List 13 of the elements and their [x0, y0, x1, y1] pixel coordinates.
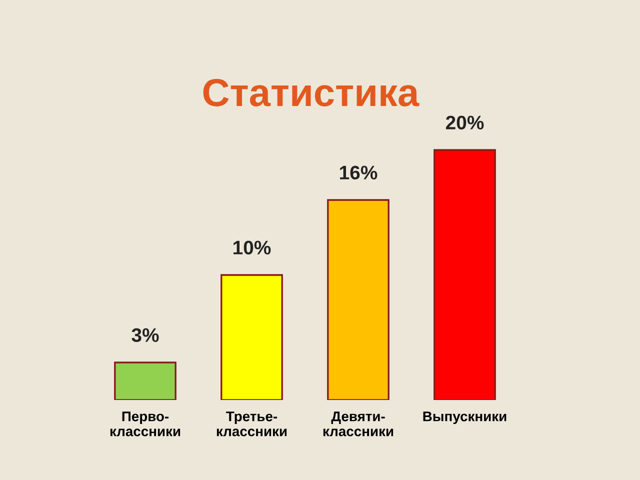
x-tick-label: Перво- классники — [110, 412, 180, 436]
bar — [434, 149, 496, 400]
data-label: 20% — [446, 116, 484, 130]
chart-title: Статистика — [203, 78, 420, 106]
bar — [220, 274, 283, 400]
data-label: 16% — [340, 166, 378, 180]
bar — [327, 199, 390, 400]
data-label: 3% — [132, 328, 159, 342]
data-label: 10% — [234, 240, 271, 254]
x-tick-label: Третье- классники — [216, 412, 287, 436]
bar — [114, 362, 176, 400]
x-tick-label: Выпускники — [423, 412, 506, 424]
x-tick-label: Девяти- классники — [323, 412, 394, 436]
